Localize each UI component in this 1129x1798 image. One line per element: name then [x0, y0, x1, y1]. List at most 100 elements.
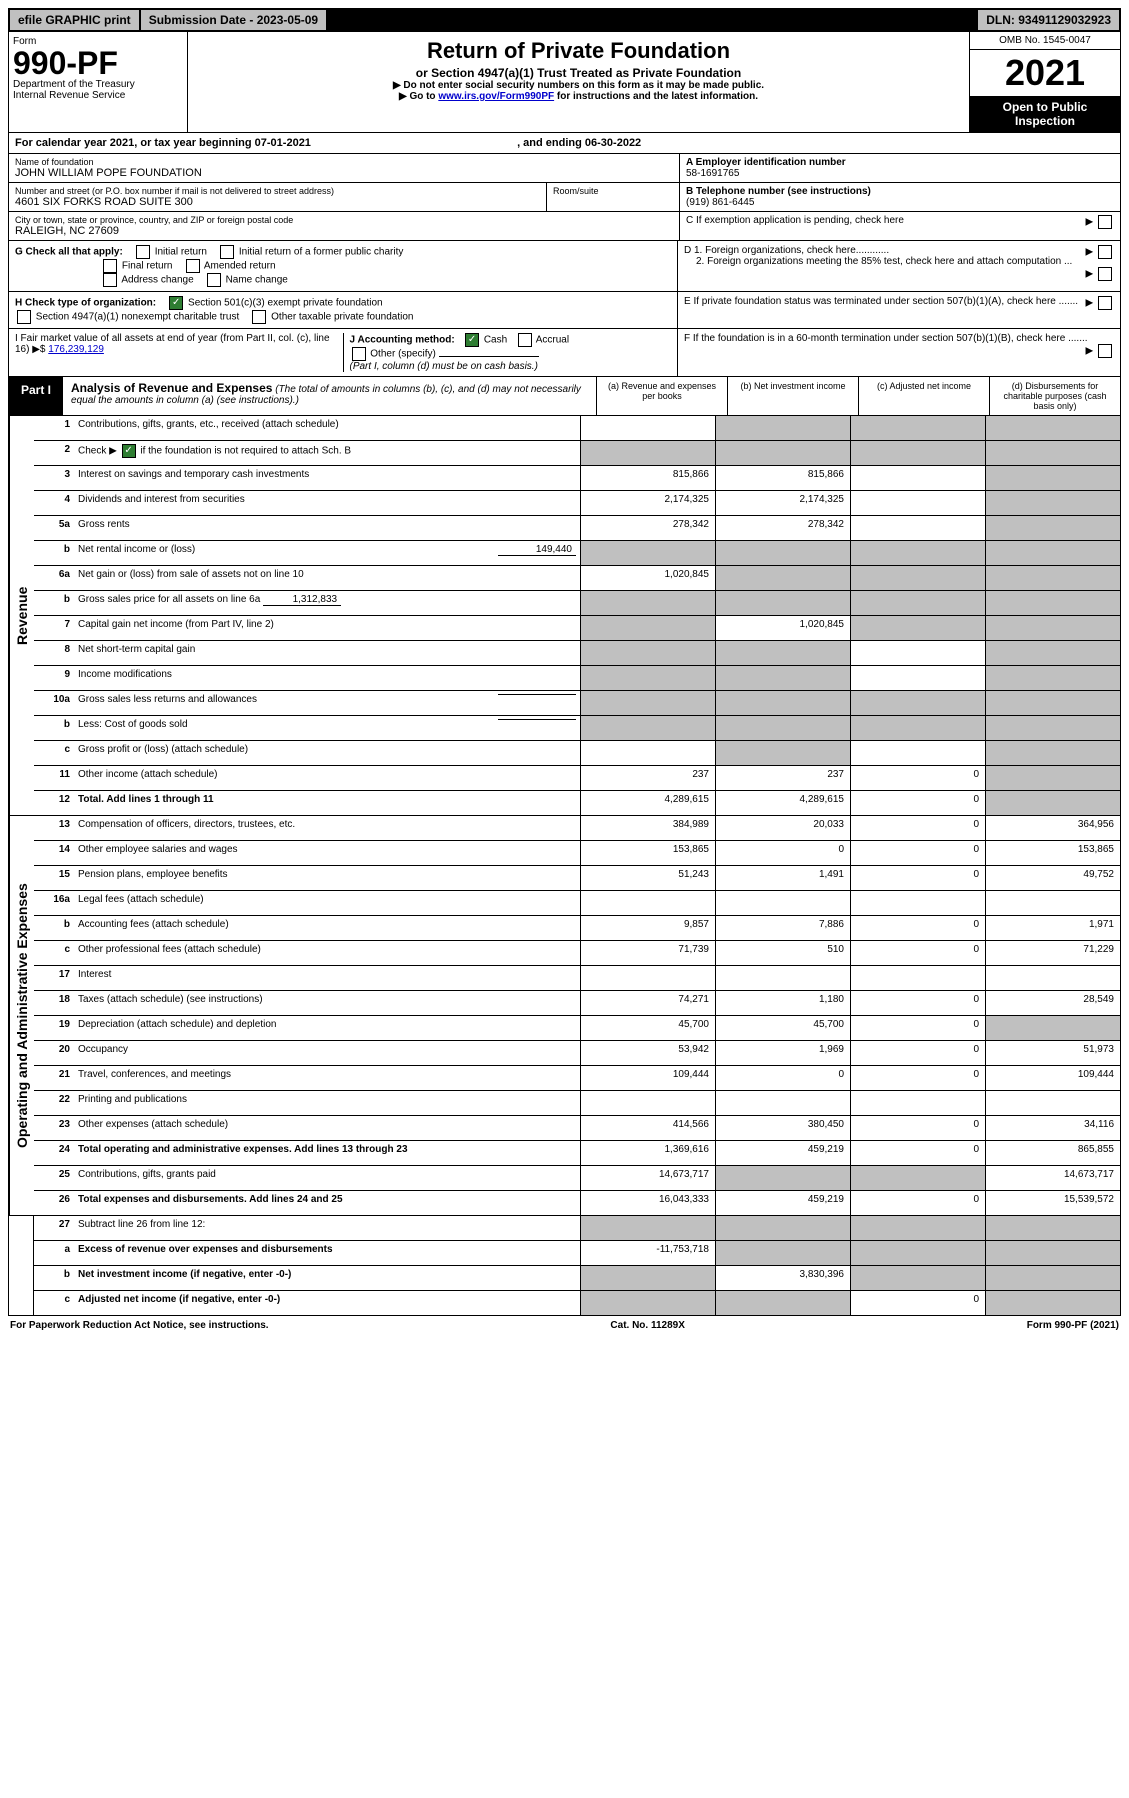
- j-note: (Part I, column (d) must be on cash basi…: [350, 361, 538, 372]
- address: 4601 SIX FORKS ROAD SUITE 300: [15, 196, 540, 208]
- h-501c3-checkbox[interactable]: [169, 296, 183, 310]
- cell-17b: [715, 966, 850, 990]
- note2-post: for instructions and the latest informat…: [557, 91, 758, 102]
- cell-5bd: [985, 541, 1120, 565]
- expenses-table: Operating and Administrative Expenses 13…: [8, 816, 1121, 1216]
- cell-3c: [850, 466, 985, 490]
- ln-9: 9: [34, 666, 74, 690]
- cell-8a: [580, 641, 715, 665]
- ein-label: A Employer identification number: [686, 157, 846, 168]
- cell-19a: 45,700: [580, 1016, 715, 1040]
- cell-7a: [580, 616, 715, 640]
- desc-27: Subtract line 26 from line 12:: [74, 1216, 580, 1240]
- desc-4: Dividends and interest from securities: [74, 491, 580, 515]
- d2-label: 2. Foreign organizations meeting the 85%…: [684, 256, 1072, 267]
- cell-22b: [715, 1091, 850, 1115]
- cell-26b: 459,219: [715, 1191, 850, 1215]
- cell-21a: 109,444: [580, 1066, 715, 1090]
- desc-10c: Gross profit or (loss) (attach schedule): [74, 741, 580, 765]
- cell-20a: 53,942: [580, 1041, 715, 1065]
- j-accrual-checkbox[interactable]: [518, 333, 532, 347]
- cell-19b: 45,700: [715, 1016, 850, 1040]
- ln-5b: b: [34, 541, 74, 565]
- cell-16ad: [985, 891, 1120, 915]
- cell-11a: 237: [580, 766, 715, 790]
- desc-15: Pension plans, employee benefits: [74, 866, 580, 890]
- j-label: J Accounting method:: [350, 335, 455, 346]
- cell-8c: [850, 641, 985, 665]
- cell-26a: 16,043,333: [580, 1191, 715, 1215]
- ln-1: 1: [34, 416, 74, 440]
- ln-20: 20: [34, 1041, 74, 1065]
- row-15: 15 Pension plans, employee benefits 51,2…: [34, 866, 1120, 891]
- desc-27c: Adjusted net income (if negative, enter …: [78, 1294, 280, 1305]
- ln-12: 12: [34, 791, 74, 815]
- row-5b: b Net rental income or (loss) 149,440: [34, 541, 1120, 566]
- cal-mid: , and ending: [517, 137, 585, 149]
- cell-16bb: 7,886: [715, 916, 850, 940]
- g-former-checkbox[interactable]: [220, 245, 234, 259]
- f-section: F If the foundation is in a 60-month ter…: [678, 329, 1120, 376]
- cell-10cc: [850, 741, 985, 765]
- desc-6a: Net gain or (loss) from sale of assets n…: [74, 566, 580, 590]
- desc-7: Capital gain net income (from Part IV, l…: [74, 616, 580, 640]
- cell-12b: 4,289,615: [715, 791, 850, 815]
- dln-label: DLN: 93491129032923: [978, 10, 1119, 30]
- f-checkbox[interactable]: [1098, 344, 1112, 358]
- desc-19: Depreciation (attach schedule) and deple…: [74, 1016, 580, 1040]
- cell-19d: [985, 1016, 1120, 1040]
- irs-label: Internal Revenue Service: [13, 90, 183, 101]
- irs-link[interactable]: www.irs.gov/Form990PF: [438, 91, 554, 102]
- g-final-checkbox[interactable]: [103, 259, 117, 273]
- row-3: 3 Interest on savings and temporary cash…: [34, 466, 1120, 491]
- city-value: RALEIGH, NC 27609: [15, 225, 673, 237]
- desc-2-post: if the foundation is not required to att…: [140, 446, 351, 457]
- j-cash-checkbox[interactable]: [465, 333, 479, 347]
- desc-9: Income modifications: [74, 666, 580, 690]
- form-right: OMB No. 1545-0047 2021 Open to Public In…: [969, 32, 1120, 132]
- footer-mid: Cat. No. 11289X: [610, 1320, 684, 1331]
- g-address-checkbox[interactable]: [103, 273, 117, 287]
- h-4947-checkbox[interactable]: [17, 310, 31, 324]
- cell-10ac: [850, 691, 985, 715]
- cell-10bb: [715, 716, 850, 740]
- cell-27ca: [580, 1291, 715, 1315]
- ln-8: 8: [34, 641, 74, 665]
- cell-16cd: 71,229: [985, 941, 1120, 965]
- cell-6bc: [850, 591, 985, 615]
- row-25: 25 Contributions, gifts, grants paid 14,…: [34, 1166, 1120, 1191]
- c-checkbox[interactable]: [1098, 215, 1112, 229]
- desc-16a: Legal fees (attach schedule): [74, 891, 580, 915]
- schb-checkbox[interactable]: [122, 444, 136, 458]
- desc-2: Check ▶ if the foundation is not require…: [74, 441, 580, 465]
- g-name-checkbox[interactable]: [207, 273, 221, 287]
- cell-11c: 0: [850, 766, 985, 790]
- footer-right: Form 990-PF (2021): [1027, 1320, 1119, 1331]
- j-other-checkbox[interactable]: [352, 347, 366, 361]
- g-amended-checkbox[interactable]: [186, 259, 200, 273]
- revenue-table: Revenue 1 Contributions, gifts, grants, …: [8, 416, 1121, 816]
- cell-25d: 14,673,717: [985, 1166, 1120, 1190]
- efile-label: efile GRAPHIC print: [10, 10, 139, 30]
- d2-checkbox[interactable]: [1098, 267, 1112, 281]
- g-initial-checkbox[interactable]: [136, 245, 150, 259]
- cell-6ba: [580, 591, 715, 615]
- d1-checkbox[interactable]: [1098, 245, 1112, 259]
- cell-4c: [850, 491, 985, 515]
- i-value[interactable]: 176,239,129: [48, 344, 104, 355]
- cell-23d: 34,116: [985, 1116, 1120, 1140]
- part1-label: Part I: [9, 377, 63, 415]
- cell-12d: [985, 791, 1120, 815]
- cell-18d: 28,549: [985, 991, 1120, 1015]
- h3-label: Other taxable private foundation: [271, 312, 413, 323]
- h-other-checkbox[interactable]: [252, 310, 266, 324]
- ln-13: 13: [34, 816, 74, 840]
- form-header: Form 990-PF Department of the Treasury I…: [8, 32, 1121, 133]
- e-checkbox[interactable]: [1098, 296, 1112, 310]
- row-24: 24 Total operating and administrative ex…: [34, 1141, 1120, 1166]
- g-opt-0: Initial return: [155, 247, 207, 258]
- address-row: Number and street (or P.O. box number if…: [9, 183, 679, 212]
- row-2: 2 Check ▶ if the foundation is not requi…: [34, 441, 1120, 466]
- row-16c: c Other professional fees (attach schedu…: [34, 941, 1120, 966]
- phone-cell: B Telephone number (see instructions) (9…: [680, 183, 1120, 212]
